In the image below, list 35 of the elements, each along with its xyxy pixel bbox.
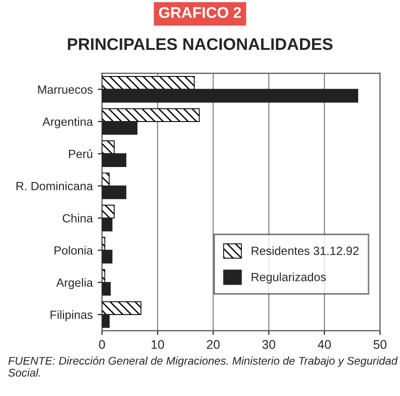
y-tick-label: Filipinas [50, 310, 93, 322]
y-tick-label: Marruecos [38, 86, 93, 94]
bar [102, 218, 112, 232]
bar [102, 236, 106, 251]
bar [102, 172, 110, 186]
y-tick-label: R. Dominicana [16, 182, 93, 190]
bar [102, 88, 358, 103]
y-tick-label: Perú [69, 149, 92, 158]
legend-label: Residentes 31.12.92 [252, 246, 359, 256]
y-tick-label: China [62, 214, 93, 222]
x-tick-label: 40 [318, 340, 331, 349]
x-tick-label: 50 [374, 340, 386, 349]
bar [102, 314, 110, 328]
bar [102, 185, 126, 200]
bar [102, 140, 115, 154]
bar [102, 121, 138, 135]
y-tick-label: Polonia [54, 246, 93, 255]
bar [102, 153, 126, 167]
bar [102, 269, 106, 283]
bar [102, 204, 115, 218]
x-tick-label: 30 [262, 340, 276, 349]
chart-title: GRAFICO 2 [159, 7, 241, 18]
bar [102, 301, 142, 315]
x-tick-label: 20 [206, 340, 220, 349]
chart-subtitle: PRINCIPALES NACIONALIDADES [68, 38, 333, 50]
legend-label: Regularizados [252, 272, 326, 284]
x-tick-label: 0 [99, 340, 105, 349]
bar [102, 282, 111, 296]
y-tick-label: Argelia [56, 278, 93, 290]
x-tick-label: 10 [152, 340, 164, 349]
bar [102, 108, 200, 122]
y-tick-label: Argentina [42, 117, 93, 128]
bar [102, 76, 195, 90]
source-note: FUENTE: Dirección General de Migraciones. Ministerio de Trabajo y Seguridad Social. [8, 356, 398, 377]
bar [102, 250, 112, 264]
